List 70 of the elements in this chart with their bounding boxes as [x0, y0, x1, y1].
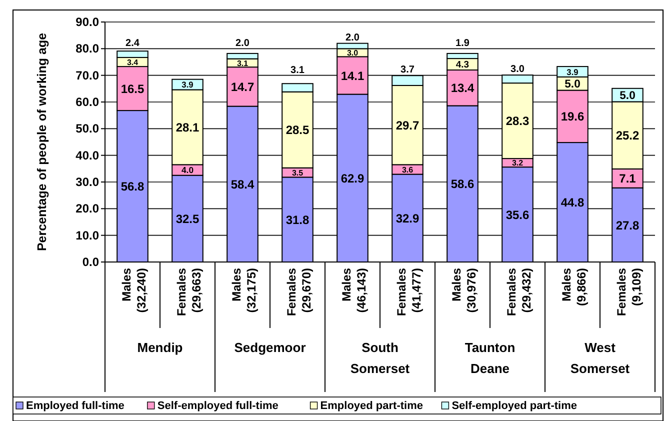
- legend-label: Self-employed part-time: [452, 400, 578, 412]
- data-label: 3.1: [290, 64, 305, 76]
- text: Taunton Deane: [464, 340, 516, 376]
- x-tick-label: Females (9,109): [614, 268, 644, 316]
- data-label: 19.6: [560, 110, 584, 124]
- data-label: 25.2: [616, 128, 640, 143]
- data-label: 3.0: [510, 64, 525, 76]
- data-label: 32.5: [176, 212, 200, 226]
- data-label: 5.0: [564, 78, 580, 91]
- data-label: 58.4: [230, 177, 254, 192]
- y-tick-label: 80.0: [76, 42, 100, 56]
- data-label: 14.1: [340, 68, 364, 83]
- data-label: 16.5: [120, 82, 144, 96]
- y-axis-title: Percentage of people of working age: [35, 32, 49, 252]
- data-label: 2.0: [236, 38, 250, 50]
- legend-label: Employed part-time: [320, 400, 423, 412]
- x-tick-label: Females (29,432): [504, 268, 534, 316]
- data-label: 56.8: [120, 180, 144, 194]
- y-tick-label: 90.0: [76, 15, 100, 29]
- y-tick-label: 50.0: [76, 122, 100, 136]
- x-tick-label: Males (30,976): [450, 268, 478, 313]
- data-label: 28.3: [506, 114, 530, 128]
- data-label: 3.9: [182, 80, 194, 90]
- data-label: 35.6: [506, 208, 530, 222]
- y-tick-label: 60.0: [76, 95, 100, 109]
- data-label: 29.7: [396, 118, 420, 132]
- data-label: 7.1: [619, 172, 636, 186]
- data-label: 3.6: [402, 165, 414, 174]
- x-tick-label: Females (41,477): [394, 268, 424, 316]
- y-tick-label: 0.0: [82, 255, 100, 269]
- legend-label: Self-employed full-time: [157, 400, 278, 412]
- data-label: 27.8: [616, 218, 640, 232]
- y-tick-label: 30.0: [76, 175, 100, 189]
- x-tick-label: Males (32,240): [120, 268, 148, 313]
- text: West Somerset: [570, 340, 630, 376]
- y-tick-label: 40.0: [76, 148, 100, 162]
- x-tick-label: Males (46,143): [340, 268, 368, 313]
- data-label: 3.7: [400, 64, 415, 76]
- data-label: 3.9: [566, 66, 579, 77]
- text: Sedgemoor: [234, 340, 306, 355]
- text: South Somerset: [350, 340, 410, 376]
- data-label: 3.4: [126, 58, 139, 67]
- y-tick-label: 70.0: [76, 68, 100, 82]
- x-tick-label: Females (29,670): [284, 268, 314, 316]
- data-label: 44.8: [560, 196, 584, 210]
- y-tick-label: 10.0: [76, 228, 100, 242]
- data-label: 3.0: [346, 48, 359, 58]
- data-label: 2.4: [126, 38, 140, 50]
- x-tick-label: Males (32,175): [230, 268, 258, 313]
- legend-label: Employed full-time: [26, 400, 124, 412]
- data-label: 32.9: [396, 211, 420, 226]
- data-label: 14.7: [230, 80, 254, 94]
- data-label: 1.9: [456, 38, 470, 50]
- data-label: 28.5: [286, 123, 310, 138]
- data-label: 4.3: [456, 60, 470, 71]
- x-tick-label: Males (9,866): [560, 268, 588, 306]
- data-label: 58.6: [450, 177, 474, 192]
- data-label: 13.4: [450, 81, 474, 96]
- data-label: 2.0: [346, 32, 360, 44]
- data-label: 3.5: [292, 168, 304, 178]
- data-label: 62.9: [340, 171, 364, 186]
- data-label: 4.0: [181, 165, 194, 176]
- data-label: 5.0: [620, 90, 636, 102]
- data-label: 3.1: [236, 58, 249, 68]
- data-label: 31.8: [286, 212, 310, 227]
- data-label: 28.1: [176, 120, 200, 135]
- data-label: 3.2: [512, 158, 524, 168]
- x-tick-label: Females (29,663): [174, 268, 204, 316]
- y-tick-label: 20.0: [76, 202, 100, 216]
- text: Mendip: [137, 340, 183, 355]
